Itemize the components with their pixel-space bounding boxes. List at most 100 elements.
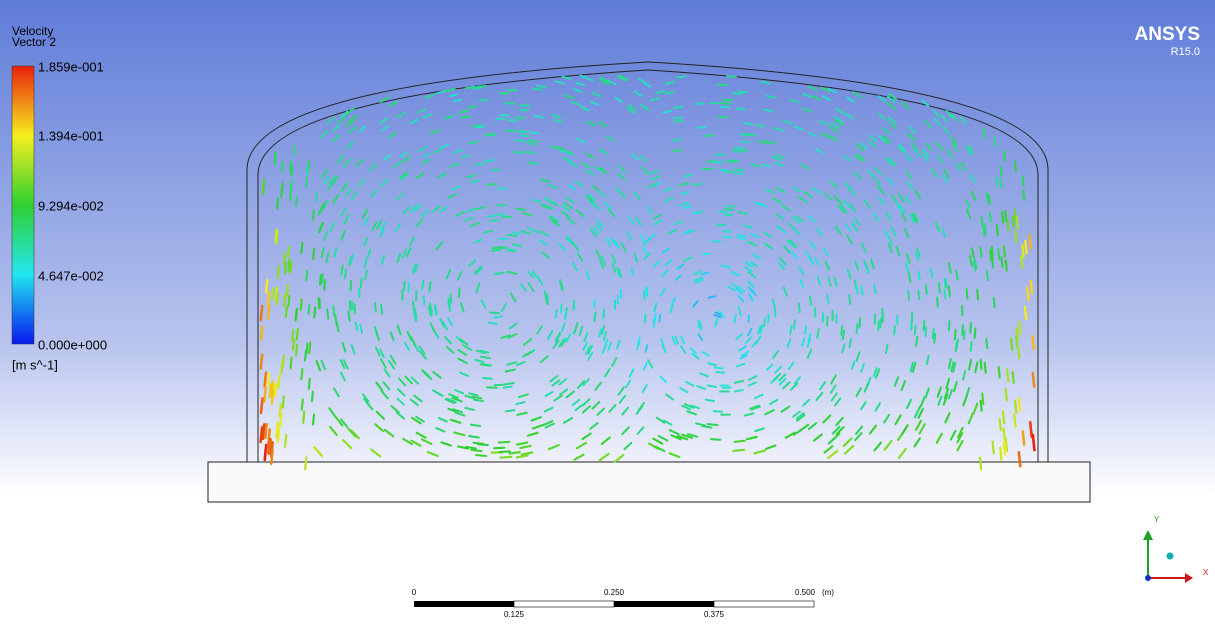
vector bbox=[939, 283, 940, 292]
vector bbox=[466, 87, 475, 88]
vector bbox=[937, 298, 938, 307]
vector bbox=[727, 76, 736, 77]
vector bbox=[810, 296, 811, 305]
vector bbox=[290, 183, 291, 192]
vector bbox=[486, 135, 495, 136]
vector bbox=[1023, 176, 1024, 185]
vector bbox=[982, 394, 983, 404]
vector bbox=[288, 296, 289, 306]
vector bbox=[934, 334, 935, 343]
vector bbox=[282, 162, 283, 171]
vector bbox=[996, 178, 997, 187]
vector bbox=[294, 146, 295, 155]
vector bbox=[268, 306, 269, 319]
vector bbox=[278, 375, 279, 387]
vector bbox=[955, 330, 956, 340]
vector bbox=[285, 263, 286, 274]
vector bbox=[1030, 422, 1031, 437]
vector bbox=[740, 134, 748, 135]
vector bbox=[695, 211, 703, 212]
vector bbox=[490, 220, 498, 221]
vector bbox=[984, 227, 985, 236]
vector bbox=[723, 236, 731, 237]
vector bbox=[980, 458, 981, 469]
vector bbox=[977, 290, 978, 300]
vector bbox=[715, 368, 723, 369]
vector bbox=[645, 315, 646, 323]
vector bbox=[284, 295, 285, 306]
vector bbox=[408, 284, 409, 292]
vector bbox=[908, 291, 909, 300]
vector bbox=[350, 301, 351, 310]
vector bbox=[354, 304, 355, 313]
vector bbox=[261, 355, 262, 369]
vector bbox=[483, 378, 492, 379]
base bbox=[208, 462, 1090, 502]
vector bbox=[301, 243, 302, 253]
vector bbox=[303, 412, 304, 423]
vector bbox=[987, 271, 988, 280]
vector bbox=[302, 399, 303, 409]
vector bbox=[703, 254, 710, 255]
vector bbox=[1018, 347, 1019, 358]
vector bbox=[734, 173, 742, 174]
vector bbox=[982, 217, 983, 226]
legend-label: 1.394e-001 bbox=[38, 128, 104, 143]
vector bbox=[296, 197, 297, 206]
vector bbox=[878, 321, 879, 330]
vector bbox=[739, 91, 747, 92]
vector bbox=[451, 294, 452, 303]
vector bbox=[1000, 179, 1001, 188]
vector bbox=[268, 374, 269, 386]
vector bbox=[857, 324, 858, 333]
vector bbox=[693, 184, 701, 185]
vector bbox=[594, 312, 595, 321]
vector bbox=[471, 425, 480, 426]
vector bbox=[263, 184, 264, 194]
vector bbox=[1005, 211, 1006, 221]
vector bbox=[1003, 412, 1004, 424]
legend-label: 9.294e-002 bbox=[38, 198, 104, 213]
vector bbox=[503, 387, 511, 388]
vector bbox=[719, 211, 727, 212]
vector bbox=[1001, 167, 1002, 176]
vector bbox=[700, 322, 701, 330]
vector bbox=[1006, 389, 1007, 400]
vector bbox=[322, 274, 323, 283]
axis-label: Y bbox=[1154, 515, 1160, 524]
vector bbox=[307, 166, 308, 175]
vector bbox=[647, 288, 648, 296]
vector bbox=[313, 210, 314, 219]
legend-label: 0.000e+000 bbox=[38, 337, 107, 352]
vector bbox=[301, 369, 302, 379]
vector bbox=[915, 326, 916, 335]
vector bbox=[805, 326, 806, 334]
vector bbox=[277, 293, 278, 304]
vector bbox=[603, 310, 604, 318]
vector bbox=[301, 300, 302, 310]
vector bbox=[489, 323, 497, 324]
vector bbox=[726, 206, 734, 207]
vector bbox=[1025, 241, 1026, 254]
page: Velocity Vector 2 1.859e-001 1.394e-001 … bbox=[0, 0, 1215, 626]
vector bbox=[261, 427, 262, 442]
vector bbox=[278, 430, 279, 442]
vector bbox=[516, 117, 525, 118]
vector bbox=[708, 424, 718, 425]
vector bbox=[698, 127, 706, 128]
legend-label: 4.647e-002 bbox=[38, 268, 104, 283]
vector bbox=[422, 281, 423, 289]
vector bbox=[1014, 415, 1015, 427]
vector bbox=[916, 337, 917, 346]
vector bbox=[510, 452, 520, 453]
vector bbox=[306, 271, 307, 280]
vector bbox=[1013, 372, 1014, 383]
vector bbox=[341, 265, 342, 274]
vector bbox=[313, 415, 314, 425]
vector bbox=[381, 305, 382, 314]
vector bbox=[477, 86, 486, 87]
vector bbox=[479, 100, 488, 101]
vector bbox=[275, 230, 276, 242]
vector bbox=[1015, 401, 1016, 412]
vector bbox=[296, 311, 297, 321]
